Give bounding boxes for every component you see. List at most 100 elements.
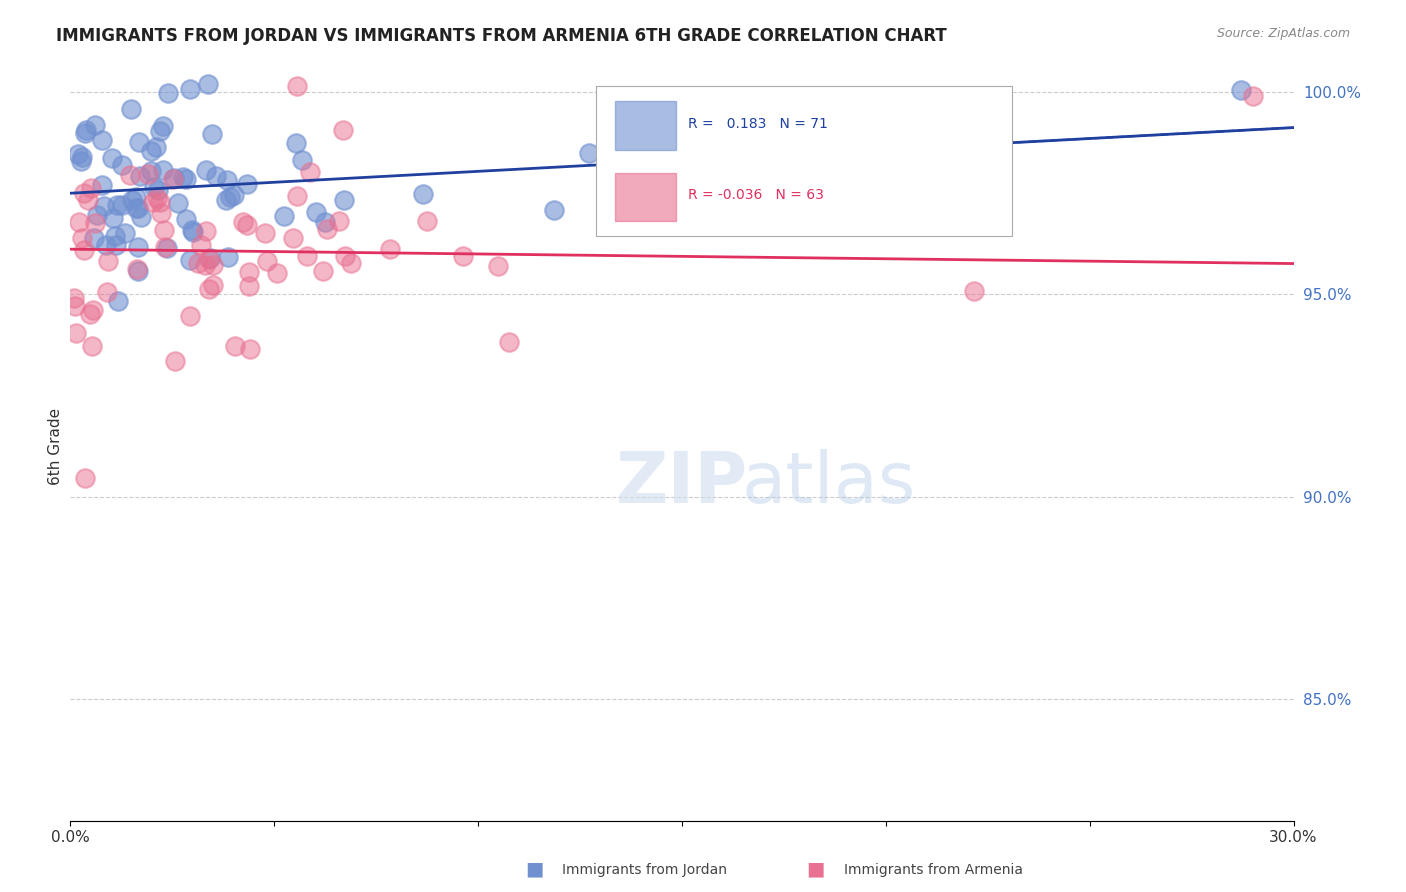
Jordan xyxy=(75,123,97,137)
Text: ZIP: ZIP xyxy=(616,449,748,518)
Jordan xyxy=(179,82,201,96)
Jordan xyxy=(128,169,150,183)
Jordan xyxy=(128,135,150,149)
Armenia xyxy=(488,260,510,274)
Jordan xyxy=(152,119,174,133)
Armenia xyxy=(236,218,259,232)
Text: Immigrants from Armenia: Immigrants from Armenia xyxy=(844,863,1022,877)
Armenia xyxy=(498,335,520,350)
Jordan xyxy=(127,264,149,278)
Jordan xyxy=(198,251,221,265)
Armenia xyxy=(416,213,439,227)
Armenia xyxy=(67,215,90,229)
Jordan xyxy=(90,132,112,146)
Armenia xyxy=(83,216,105,230)
Armenia xyxy=(187,256,209,270)
Y-axis label: 6th Grade: 6th Grade xyxy=(48,408,63,484)
Jordan xyxy=(314,215,336,229)
Armenia xyxy=(298,165,321,179)
Armenia xyxy=(239,343,262,357)
Jordan xyxy=(291,153,314,167)
Jordan xyxy=(75,126,97,140)
Jordan xyxy=(86,208,108,222)
Jordan xyxy=(105,238,128,252)
Armenia xyxy=(127,261,149,276)
Armenia xyxy=(96,285,118,299)
Armenia xyxy=(65,326,87,340)
Armenia xyxy=(63,299,86,313)
Armenia xyxy=(256,253,278,268)
Armenia xyxy=(315,222,337,236)
Jordan xyxy=(104,229,127,244)
Jordan xyxy=(70,150,93,164)
Jordan xyxy=(105,198,128,212)
Jordan xyxy=(273,209,295,223)
Armenia xyxy=(79,307,101,321)
Jordan xyxy=(152,163,174,178)
Armenia xyxy=(195,224,218,238)
Text: IMMIGRANTS FROM JORDAN VS IMMIGRANTS FROM ARMENIA 6TH GRADE CORRELATION CHART: IMMIGRANTS FROM JORDAN VS IMMIGRANTS FRO… xyxy=(56,27,948,45)
Armenia xyxy=(149,195,172,210)
Armenia xyxy=(295,249,318,263)
Text: ■: ■ xyxy=(806,859,825,878)
Armenia xyxy=(335,249,357,263)
Armenia xyxy=(232,215,254,229)
Armenia xyxy=(149,205,172,219)
Armenia xyxy=(266,266,288,280)
Jordan xyxy=(120,102,142,116)
Jordan xyxy=(285,136,308,150)
Jordan xyxy=(100,151,122,165)
Jordan xyxy=(167,195,190,210)
Jordan xyxy=(1229,82,1251,96)
Jordan xyxy=(70,153,93,168)
Jordan xyxy=(125,201,148,215)
Armenia xyxy=(253,227,276,241)
Jordan xyxy=(146,183,169,197)
Jordan xyxy=(200,128,222,142)
Armenia xyxy=(136,168,159,182)
Jordan xyxy=(94,237,117,252)
Text: atlas: atlas xyxy=(741,449,915,518)
Armenia xyxy=(63,291,86,305)
Jordan xyxy=(215,193,238,207)
Jordan xyxy=(139,144,162,158)
Armenia xyxy=(312,263,335,277)
Jordan xyxy=(305,205,328,219)
Jordan xyxy=(197,77,219,91)
Jordan xyxy=(219,190,242,204)
Jordan xyxy=(139,163,162,178)
Armenia xyxy=(73,243,96,257)
Jordan xyxy=(107,294,129,309)
Jordan xyxy=(91,178,114,193)
Armenia xyxy=(80,181,103,195)
Armenia xyxy=(224,339,246,353)
Jordan xyxy=(83,231,105,245)
Jordan xyxy=(217,173,239,187)
Armenia xyxy=(194,258,217,272)
Armenia xyxy=(287,79,309,94)
Jordan xyxy=(333,193,356,207)
Jordan xyxy=(217,250,239,264)
Armenia xyxy=(163,354,186,368)
Jordan xyxy=(194,163,217,178)
Jordan xyxy=(111,197,134,211)
Jordan xyxy=(127,201,149,215)
Text: R =   0.183   N = 71: R = 0.183 N = 71 xyxy=(688,117,828,131)
Text: R = -0.036   N = 63: R = -0.036 N = 63 xyxy=(688,188,824,202)
Armenia xyxy=(70,231,93,245)
Jordan xyxy=(183,225,205,239)
Armenia xyxy=(82,302,104,317)
Armenia xyxy=(451,249,474,263)
Jordan xyxy=(205,169,228,183)
Armenia xyxy=(153,239,176,253)
Armenia xyxy=(198,252,221,267)
Jordan xyxy=(145,140,167,154)
Armenia xyxy=(198,282,221,296)
Jordan xyxy=(236,177,259,191)
Armenia xyxy=(77,193,100,207)
Jordan xyxy=(149,124,172,138)
Jordan xyxy=(163,171,186,186)
Jordan xyxy=(224,188,246,202)
Jordan xyxy=(121,194,143,208)
Armenia xyxy=(162,172,184,186)
